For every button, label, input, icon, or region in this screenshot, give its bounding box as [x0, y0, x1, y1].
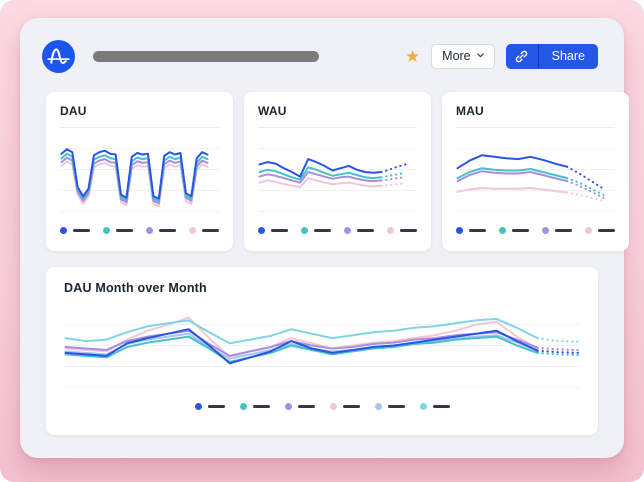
card-wau[interactable]: WAU — [244, 92, 431, 251]
favorite-star-icon[interactable]: ★ — [404, 46, 421, 66]
legend-item-light-cyan[interactable] — [419, 402, 450, 410]
dau-line-chart[interactable] — [60, 128, 219, 216]
legend-item-blue[interactable] — [258, 226, 288, 234]
legend-item-blue[interactable] — [60, 226, 90, 234]
legend-label-placeholder — [271, 228, 288, 232]
legend-label-placeholder — [297, 404, 315, 408]
legend-dot-icon — [258, 226, 265, 234]
legend-item-light-blue[interactable] — [374, 402, 405, 410]
legend-label-placeholder — [314, 228, 331, 232]
legend-dot-icon — [146, 226, 153, 234]
link-icon — [515, 50, 528, 62]
legend-label-placeholder — [159, 228, 176, 232]
legend-label-placeholder — [432, 404, 450, 408]
wau-chart-legend — [258, 223, 417, 237]
card-dau[interactable]: DAU — [46, 92, 233, 251]
legend-item-pink[interactable] — [329, 402, 360, 410]
card-title: DAU Month over Month — [64, 281, 207, 295]
legend-label-placeholder — [73, 228, 90, 232]
legend-label-placeholder — [202, 228, 219, 232]
dashboard-title-placeholder — [93, 50, 319, 62]
legend-dot-icon — [103, 226, 110, 234]
mau-line-chart[interactable] — [456, 128, 615, 216]
legend-item-pink[interactable] — [189, 226, 219, 234]
legend-label-placeholder — [598, 228, 615, 232]
legend-dot-icon — [194, 402, 202, 410]
legend-label-placeholder — [387, 404, 405, 408]
legend-dot-icon — [189, 226, 196, 234]
mau-chart-legend — [456, 223, 615, 237]
amplitude-a-icon — [47, 47, 70, 64]
legend-item-teal[interactable] — [239, 402, 270, 410]
dashboard-panel: ★ More — [20, 18, 629, 458]
legend-item-purple[interactable] — [542, 226, 572, 234]
legend-item-pink[interactable] — [585, 226, 615, 234]
legend-label-placeholder — [116, 228, 133, 232]
legend-dot-icon — [301, 226, 308, 234]
legend-item-teal[interactable] — [301, 226, 331, 234]
top-bar-actions: ★ More — [404, 43, 598, 69]
legend-dot-icon — [542, 226, 549, 234]
more-button-label: More — [442, 49, 471, 63]
legend-item-pink[interactable] — [387, 226, 417, 234]
legend-item-purple[interactable] — [146, 226, 176, 234]
legend-dot-icon — [499, 226, 506, 234]
legend-item-purple[interactable] — [284, 402, 315, 410]
card-dau-month-over-month[interactable]: DAU Month over Month — [46, 267, 598, 435]
legend-label-placeholder — [357, 228, 374, 232]
legend-item-blue[interactable] — [456, 226, 486, 234]
legend-dot-icon — [239, 402, 247, 410]
chevron-down-icon — [476, 52, 484, 57]
legend-label-placeholder — [469, 228, 486, 232]
card-divider — [456, 127, 615, 128]
card-title: MAU — [456, 104, 484, 118]
legend-item-teal[interactable] — [499, 226, 529, 234]
amplitude-logo[interactable] — [42, 39, 75, 73]
copy-link-button[interactable] — [506, 43, 539, 69]
legend-item-teal[interactable] — [103, 226, 133, 234]
legend-item-purple[interactable] — [344, 226, 374, 234]
legend-label-placeholder — [252, 404, 270, 408]
card-divider — [258, 127, 417, 128]
metric-cards-row: DAU WAU MAU — [20, 74, 629, 251]
card-mau[interactable]: MAU — [442, 92, 629, 251]
legend-dot-icon — [387, 226, 394, 234]
legend-dot-icon — [344, 226, 351, 234]
legend-dot-icon — [456, 226, 463, 234]
legend-label-placeholder — [342, 404, 360, 408]
legend-dot-icon — [585, 226, 592, 234]
legend-label-placeholder — [512, 228, 529, 232]
share-button-label: Share — [551, 49, 585, 63]
legend-dot-icon — [419, 402, 427, 410]
dau-mom-chart-legend — [64, 399, 580, 413]
share-split-button: Share — [505, 43, 598, 69]
card-title: DAU — [60, 104, 87, 118]
card-title: WAU — [258, 104, 287, 118]
more-button[interactable]: More — [431, 43, 495, 69]
dau-mom-line-chart[interactable] — [64, 304, 580, 390]
top-bar: ★ More — [20, 18, 624, 74]
legend-dot-icon — [374, 402, 382, 410]
legend-dot-icon — [284, 402, 292, 410]
card-divider — [60, 127, 219, 128]
dau-chart-legend — [60, 223, 219, 237]
legend-label-placeholder — [207, 404, 225, 408]
legend-dot-icon — [60, 226, 67, 234]
wau-line-chart[interactable] — [258, 128, 417, 216]
legend-label-placeholder — [400, 228, 417, 232]
legend-item-blue[interactable] — [194, 402, 225, 410]
legend-label-placeholder — [555, 228, 572, 232]
share-button[interactable]: Share — [539, 44, 598, 69]
legend-dot-icon — [329, 402, 337, 410]
